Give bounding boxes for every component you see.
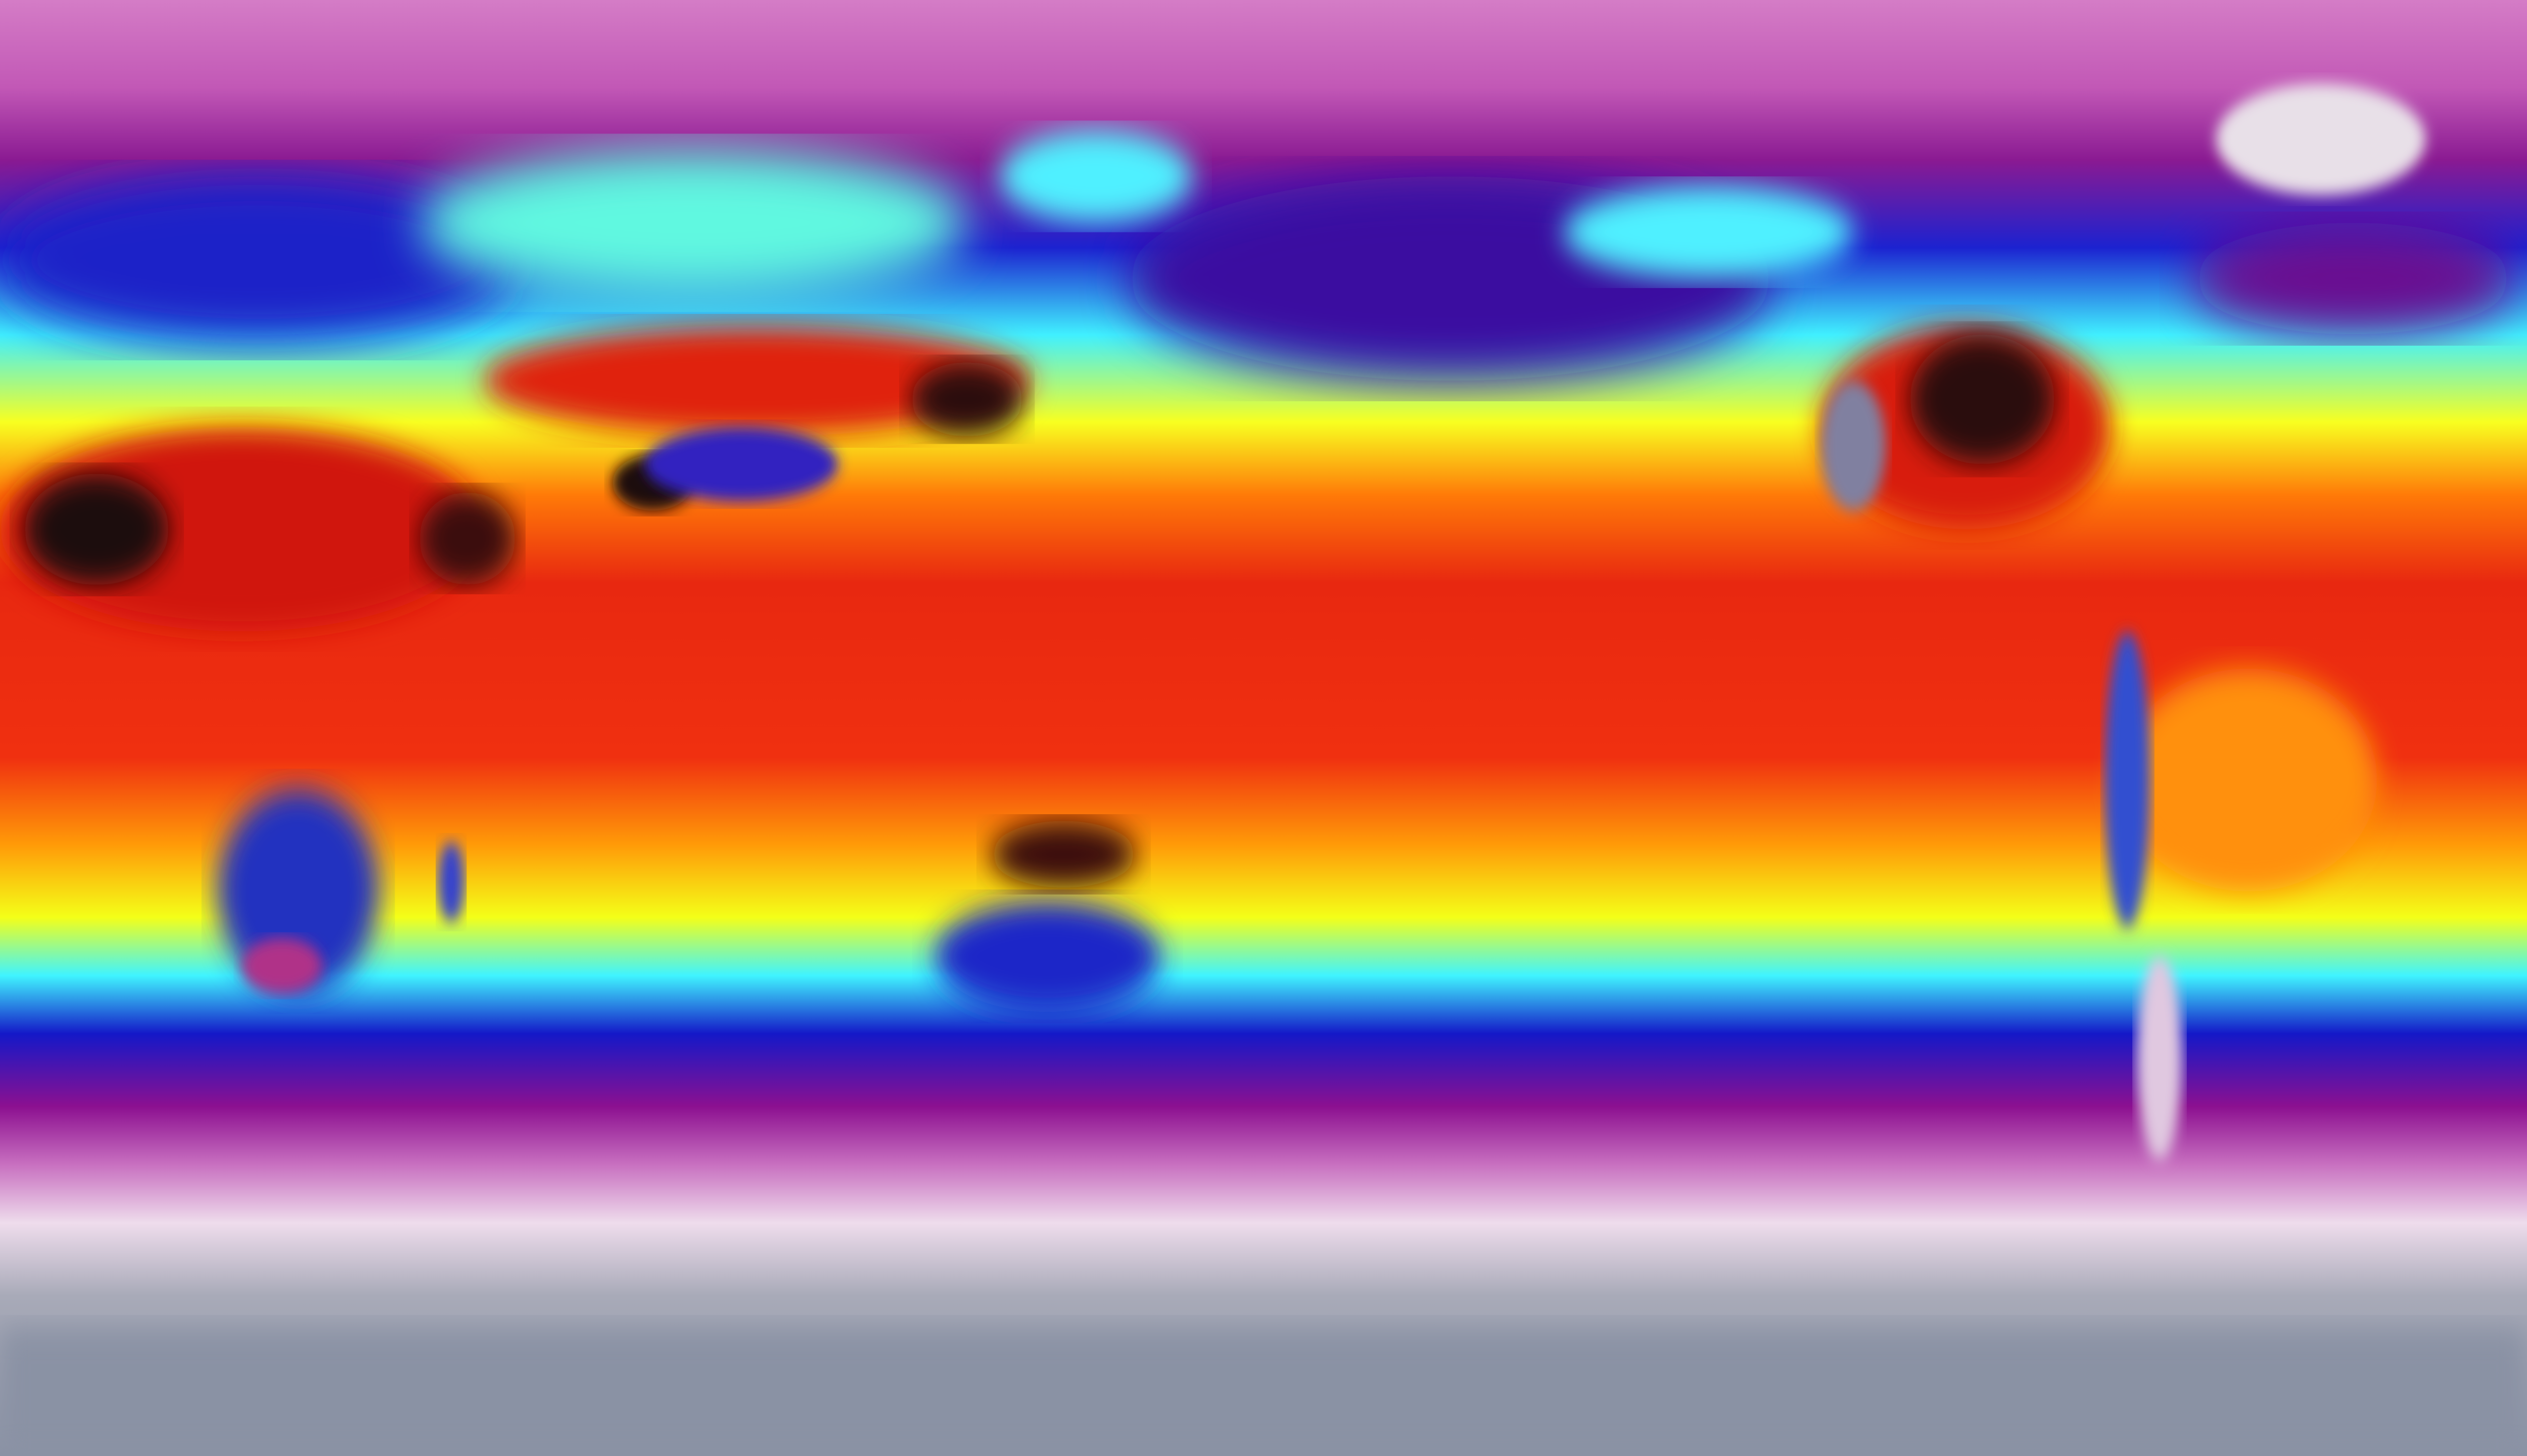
central-asia-cyan [419, 148, 967, 297]
south-america-warm-land [2119, 668, 2377, 891]
east-siberia-cyan [999, 130, 1193, 223]
australia-cold-land [934, 901, 1160, 1012]
mongolia-hot [910, 362, 1023, 437]
arabia-hot-desert [419, 492, 516, 585]
sahara-hot-desert [24, 474, 169, 585]
andes-cold [2104, 631, 2150, 929]
canada-cyan [1563, 185, 1854, 279]
tibet-cold-plateau [644, 427, 838, 502]
southern-africa-cold-land [217, 789, 379, 994]
north-atlantic-purple [2191, 222, 2514, 335]
australia-north-hot [991, 821, 1137, 888]
south-africa-tip [242, 937, 322, 994]
siberia-cold-region [0, 176, 516, 344]
patagonia-cold [2137, 956, 2182, 1161]
antarctica-ice [0, 1328, 2527, 1456]
north-america-hot [1909, 334, 2055, 464]
central-asia-red [483, 325, 1032, 437]
greenland-ice-sheet [2216, 83, 2426, 195]
rockies-cold [1821, 381, 1886, 511]
madagascar [438, 841, 464, 923]
